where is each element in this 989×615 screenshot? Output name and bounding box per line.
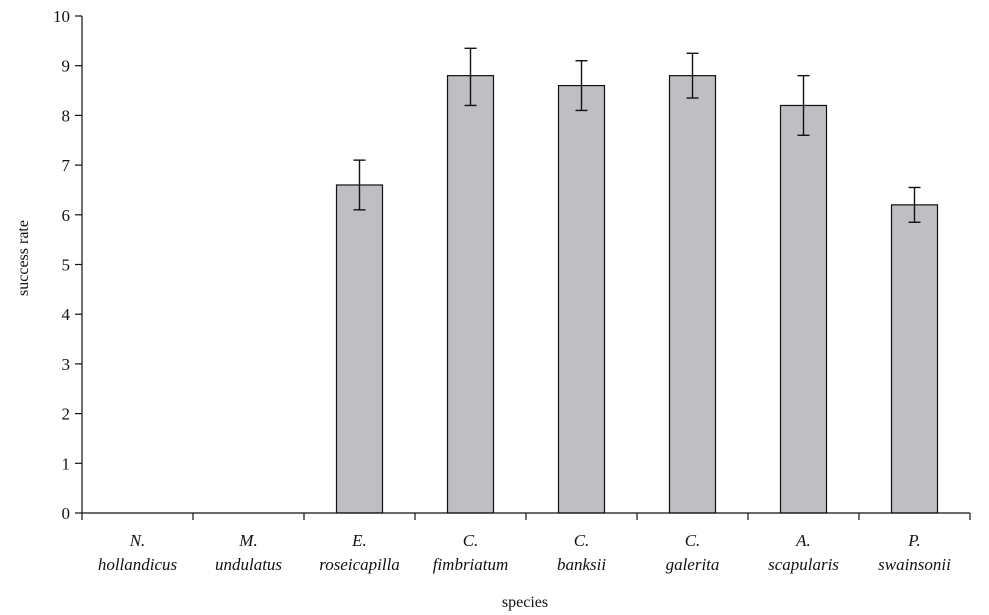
category-label-species: undulatus bbox=[215, 555, 282, 574]
error-bars bbox=[353, 47, 921, 223]
y-tick-label: 5 bbox=[62, 256, 71, 275]
category-label-species: galerita bbox=[666, 555, 720, 574]
category-label-species: scapularis bbox=[768, 555, 839, 574]
y-tick-label: 1 bbox=[62, 454, 71, 473]
y-tick-label: 4 bbox=[62, 305, 71, 324]
category-label-species: swainsonii bbox=[878, 555, 951, 574]
bar bbox=[668, 75, 717, 514]
y-tick-label: 2 bbox=[62, 405, 71, 424]
category-label-genus: C. bbox=[685, 531, 701, 550]
error-bar bbox=[353, 159, 366, 211]
bar bbox=[779, 104, 828, 514]
category-label-genus: C. bbox=[463, 531, 479, 550]
y-axis-title: success rate bbox=[15, 220, 32, 296]
bar bbox=[557, 84, 606, 514]
category-label-genus: N. bbox=[129, 531, 146, 550]
category-label-genus: E. bbox=[351, 531, 367, 550]
category-label-genus: A. bbox=[795, 531, 811, 550]
bar bbox=[335, 184, 384, 514]
error-bar bbox=[908, 186, 921, 223]
category-label-genus: M. bbox=[238, 531, 257, 550]
bar bbox=[446, 75, 495, 514]
category-label-genus: C. bbox=[574, 531, 590, 550]
category-label-genus: P. bbox=[907, 531, 920, 550]
error-bar bbox=[686, 52, 699, 99]
category-label-species: fimbriatum bbox=[433, 555, 509, 574]
y-tick-label: 7 bbox=[62, 156, 71, 175]
y-axis: 0 1 2 3 4 5 6 7 8 9 10 bbox=[53, 7, 83, 523]
y-tick-label: 6 bbox=[62, 206, 71, 225]
y-tick-label: 8 bbox=[62, 106, 71, 125]
bars bbox=[335, 75, 939, 514]
bar bbox=[890, 204, 939, 514]
y-tick-label: 9 bbox=[62, 57, 71, 76]
y-tick-label: 3 bbox=[62, 355, 71, 374]
x-axis-title: species bbox=[502, 594, 548, 611]
category-label-species: hollandicus bbox=[98, 555, 178, 574]
error-bar bbox=[575, 60, 588, 112]
category-label-species: roseicapilla bbox=[319, 555, 400, 574]
y-tick-label: 0 bbox=[62, 504, 71, 523]
error-bar bbox=[464, 47, 477, 107]
error-bar bbox=[797, 74, 810, 136]
y-tick-label: 10 bbox=[53, 7, 70, 26]
x-axis: N. hollandicus M. undulatus E. roseicapilla C.… bbox=[81, 512, 971, 574]
category-label-species: banksii bbox=[557, 555, 606, 574]
